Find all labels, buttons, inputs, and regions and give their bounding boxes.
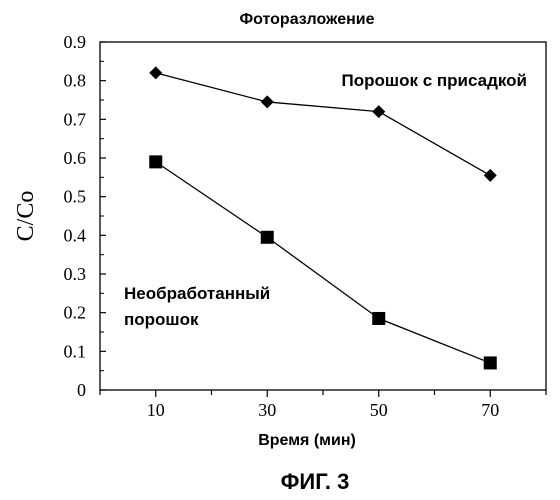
chart-title: Фоторазложение — [240, 11, 375, 28]
series-layer — [149, 66, 497, 370]
data-point-diamond — [372, 105, 386, 119]
y-axis-label: C/Co — [13, 191, 39, 242]
series-line-1 — [155, 161, 491, 364]
series-label-untreated-line2: порошок — [124, 310, 199, 329]
y-axis-ticks: 0 0.1 0.2 0.3 0.4 0.5 0.6 0.7 0.8 0.9 — [64, 32, 106, 400]
x-tick-label: 70 — [481, 400, 499, 420]
series-label-untreated-line1: Необработанный — [124, 284, 270, 303]
y-tick-label: 0.9 — [64, 32, 87, 52]
data-point-square — [149, 155, 163, 169]
data-point-diamond — [260, 95, 274, 109]
y-tick-label: 0.8 — [64, 71, 87, 91]
y-tick-label: 0.3 — [64, 264, 87, 284]
data-point-square — [260, 230, 274, 244]
series-label-additive: Порошок с присадкой — [342, 71, 527, 90]
data-point-square — [372, 311, 386, 325]
y-tick-label: 0.6 — [64, 148, 87, 168]
x-tick-label: 50 — [370, 400, 388, 420]
series-line-0 — [155, 72, 491, 176]
y-tick-label: 0.5 — [64, 187, 87, 207]
y-tick-label: 0 — [77, 380, 86, 400]
y-tick-label: 0.1 — [64, 341, 87, 361]
y-tick-label: 0.7 — [64, 109, 87, 129]
plot-frame — [99, 41, 547, 391]
x-axis-ticks: 10 30 50 70 — [99, 390, 547, 420]
data-point-diamond — [483, 168, 497, 182]
y-tick-label: 0.2 — [64, 303, 87, 323]
y-tick-label: 0.4 — [64, 225, 87, 245]
x-tick-label: 10 — [147, 400, 165, 420]
x-axis-label: Время (мин) — [258, 432, 356, 449]
data-point-diamond — [149, 66, 163, 80]
data-point-square — [483, 356, 497, 370]
figure-label: ФИГ. 3 — [281, 469, 350, 494]
x-tick-label: 30 — [258, 400, 276, 420]
